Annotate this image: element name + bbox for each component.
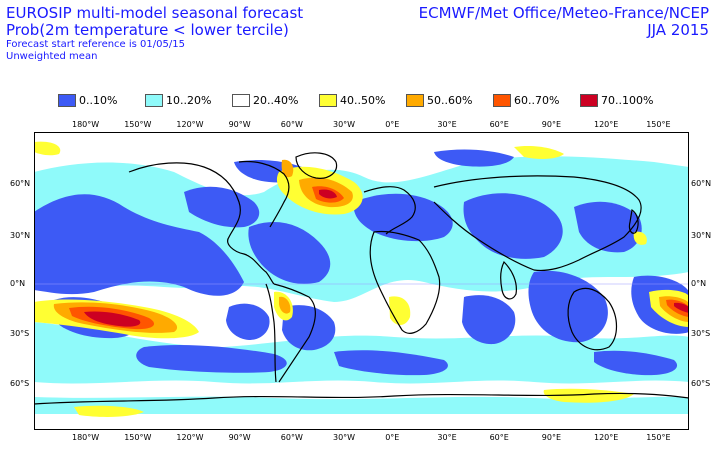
coastlines (34, 152, 689, 405)
map-frame (34, 132, 689, 430)
legend-swatch (319, 94, 337, 107)
longitude-label: 0°E (385, 433, 400, 442)
legend-swatch (58, 94, 76, 107)
longitude-label: 120°W (176, 433, 204, 442)
longitude-label: 120°E (594, 433, 619, 442)
latitude-label-left: 30°N (10, 231, 31, 240)
legend-swatch (406, 94, 424, 107)
legend-label: 0..10% (79, 94, 118, 107)
coastline-japan (628, 208, 639, 234)
longitude-label: 60°E (489, 120, 509, 129)
legend-label: 70..100% (601, 94, 654, 107)
field-0-10 (34, 149, 689, 376)
legend-label: 10..20% (166, 94, 212, 107)
latitude-label-right: 60°S (691, 379, 711, 388)
latitude-label-left: 0°N (10, 279, 26, 288)
producer-block: ECMWF/Met Office/Meteo-France/NCEP JJA 2… (419, 5, 709, 39)
longitude-label: 90°W (228, 120, 251, 129)
longitude-label: 90°W (228, 433, 251, 442)
coastline-europe (363, 186, 416, 235)
season-text: JJA 2015 (647, 21, 709, 39)
legend-swatch (580, 94, 598, 107)
longitude-label: 150°W (124, 433, 152, 442)
coastline-canada-east (238, 160, 290, 228)
legend-swatch (232, 94, 250, 107)
title-block: EUROSIP multi-model seasonal forecast Pr… (6, 5, 303, 63)
legend-swatch (145, 94, 163, 107)
coastline-greenland (295, 152, 338, 179)
coastline-antarctica (34, 392, 689, 405)
coastline-asia (433, 175, 642, 272)
longitude-label: 180°W (72, 120, 100, 129)
longitude-label: 150°E (646, 433, 671, 442)
producers-text: ECMWF/Met Office/Meteo-France/NCEP (418, 4, 709, 22)
forecast-start-text: Forecast start reference is 01/05/15 (6, 39, 185, 50)
map-title-line2: Prob(2m temperature < lower tercile) (6, 21, 289, 39)
longitude-label: 30°E (437, 433, 457, 442)
latitude-label-left: 60°N (10, 179, 31, 188)
longitude-label: 30°E (437, 120, 457, 129)
coastline-south-america-west (265, 283, 277, 383)
longitude-label: 90°E (541, 433, 562, 442)
coastline-africa (369, 230, 441, 334)
latitude-label-right: 30°S (691, 329, 711, 338)
map-title-line1: EUROSIP multi-model seasonal forecast (6, 4, 304, 22)
latitude-label-left: 60°S (10, 379, 30, 388)
longitude-label: 150°W (124, 120, 152, 129)
longitude-label: 180°W (72, 433, 100, 442)
latitude-label-left: 30°S (10, 329, 30, 338)
longitude-label: 0°E (385, 120, 400, 129)
longitude-label: 120°W (176, 120, 204, 129)
field-70-100 (84, 189, 689, 327)
longitude-label: 120°E (594, 120, 619, 129)
legend-label: 60..70% (514, 94, 560, 107)
longitude-label: 60°E (489, 433, 509, 442)
legend-swatch (493, 94, 511, 107)
longitude-label: 90°E (541, 120, 562, 129)
longitude-label: 60°W (280, 120, 303, 129)
coastline-north-america (128, 162, 275, 285)
coastline-australia (567, 287, 618, 351)
latitude-label-right: 30°N (691, 231, 712, 240)
longitude-label: 30°W (333, 433, 356, 442)
legend-label: 50..60% (427, 94, 473, 107)
map-panel (34, 132, 689, 430)
coastline-south-america (273, 283, 316, 383)
latitude-label-right: 0°N (691, 279, 707, 288)
longitude-label: 150°E (646, 120, 671, 129)
coastline-india (500, 260, 517, 300)
legend-label: 40..50% (340, 94, 386, 107)
longitude-label: 60°W (280, 433, 303, 442)
latitude-label-right: 60°N (691, 179, 712, 188)
weighting-text: Unweighted mean (6, 51, 98, 62)
legend-label: 20..40% (253, 94, 299, 107)
forecast-map (34, 132, 689, 430)
longitude-label: 30°W (333, 120, 356, 129)
